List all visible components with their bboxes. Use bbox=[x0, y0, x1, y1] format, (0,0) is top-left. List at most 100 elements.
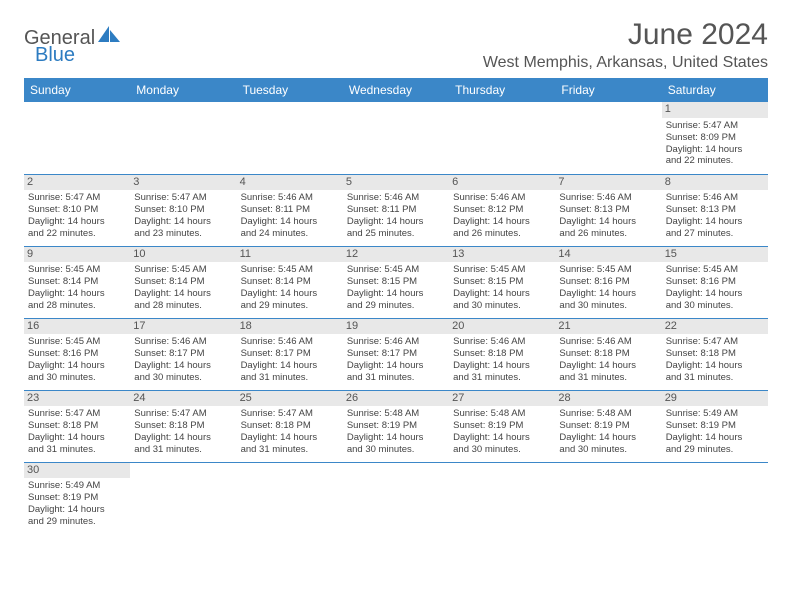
day-details: Sunrise: 5:45 AMSunset: 8:16 PMDaylight:… bbox=[559, 264, 657, 312]
calendar-cell bbox=[343, 102, 449, 174]
day-number bbox=[237, 463, 343, 479]
day-number: 18 bbox=[237, 319, 343, 335]
day-number bbox=[343, 463, 449, 479]
calendar-cell: 6Sunrise: 5:46 AMSunset: 8:12 PMDaylight… bbox=[449, 174, 555, 246]
day-details: Sunrise: 5:47 AMSunset: 8:10 PMDaylight:… bbox=[28, 192, 126, 240]
calendar-cell: 1 Sunrise: 5:47 AMSunset: 8:09 PMDaylight… bbox=[662, 102, 768, 174]
logo-sail-icon bbox=[98, 26, 120, 50]
calendar-cell bbox=[555, 102, 661, 174]
calendar-cell: 19Sunrise: 5:46 AMSunset: 8:17 PMDayligh… bbox=[343, 318, 449, 390]
weekday-header: Friday bbox=[555, 78, 661, 102]
day-details: Sunrise: 5:47 AMSunset: 8:18 PMDaylight:… bbox=[134, 408, 232, 456]
calendar-cell bbox=[662, 462, 768, 534]
day-details: Sunrise: 5:48 AMSunset: 8:19 PMDaylight:… bbox=[559, 408, 657, 456]
calendar-cell: 14Sunrise: 5:45 AMSunset: 8:16 PMDayligh… bbox=[555, 246, 661, 318]
header: General June 2024 West Memphis, Arkansas… bbox=[24, 18, 768, 72]
calendar-cell: 17Sunrise: 5:46 AMSunset: 8:17 PMDayligh… bbox=[130, 318, 236, 390]
calendar-cell: 30Sunrise: 5:49 AMSunset: 8:19 PMDayligh… bbox=[24, 462, 130, 534]
day-details: Sunrise: 5:49 AMSunset: 8:19 PMDaylight:… bbox=[28, 480, 126, 528]
day-details: Sunrise: 5:45 AMSunset: 8:15 PMDaylight:… bbox=[453, 264, 551, 312]
day-details: Sunrise: 5:46 AMSunset: 8:11 PMDaylight:… bbox=[241, 192, 339, 240]
calendar-cell: 28Sunrise: 5:48 AMSunset: 8:19 PMDayligh… bbox=[555, 390, 661, 462]
day-details: Sunrise: 5:47 AMSunset: 8:18 PMDaylight:… bbox=[28, 408, 126, 456]
day-details: Sunrise: 5:46 AMSunset: 8:18 PMDaylight:… bbox=[559, 336, 657, 384]
calendar-cell: 3Sunrise: 5:47 AMSunset: 8:10 PMDaylight… bbox=[130, 174, 236, 246]
day-details: Sunrise: 5:47 AMSunset: 8:18 PMDaylight:… bbox=[666, 336, 764, 384]
day-number: 10 bbox=[130, 247, 236, 263]
calendar-cell: 16Sunrise: 5:45 AMSunset: 8:16 PMDayligh… bbox=[24, 318, 130, 390]
day-number: 5 bbox=[343, 175, 449, 191]
calendar-cell bbox=[237, 102, 343, 174]
logo-text-blue: Blue bbox=[35, 44, 75, 67]
calendar-body: 1 Sunrise: 5:47 AMSunset: 8:09 PMDaylight… bbox=[24, 102, 768, 534]
day-details: Sunrise: 5:48 AMSunset: 8:19 PMDaylight:… bbox=[347, 408, 445, 456]
day-details: Sunrise: 5:45 AMSunset: 8:14 PMDaylight:… bbox=[28, 264, 126, 312]
day-number: 29 bbox=[662, 391, 768, 407]
location-text: West Memphis, Arkansas, United States bbox=[483, 54, 768, 72]
day-number: 8 bbox=[662, 175, 768, 191]
day-details: Sunrise: 5:45 AMSunset: 8:14 PMDaylight:… bbox=[241, 264, 339, 312]
day-number: 30 bbox=[24, 463, 130, 479]
day-number: 11 bbox=[237, 247, 343, 263]
calendar-cell: 24Sunrise: 5:47 AMSunset: 8:18 PMDayligh… bbox=[130, 390, 236, 462]
weekday-header: Monday bbox=[130, 78, 236, 102]
day-number bbox=[130, 102, 236, 118]
day-number: 13 bbox=[449, 247, 555, 263]
day-number bbox=[662, 463, 768, 479]
calendar-cell: 10Sunrise: 5:45 AMSunset: 8:14 PMDayligh… bbox=[130, 246, 236, 318]
calendar-cell: 7Sunrise: 5:46 AMSunset: 8:13 PMDaylight… bbox=[555, 174, 661, 246]
calendar-cell: 21Sunrise: 5:46 AMSunset: 8:18 PMDayligh… bbox=[555, 318, 661, 390]
day-details: Sunrise: 5:47 AMSunset: 8:09 PMDaylight:… bbox=[666, 120, 764, 168]
calendar-cell: 2Sunrise: 5:47 AMSunset: 8:10 PMDaylight… bbox=[24, 174, 130, 246]
day-number: 6 bbox=[449, 175, 555, 191]
calendar-cell bbox=[130, 102, 236, 174]
day-number: 1 bbox=[662, 102, 768, 118]
day-number: 7 bbox=[555, 175, 661, 191]
day-number bbox=[449, 463, 555, 479]
calendar-header-row: SundayMondayTuesdayWednesdayThursdayFrid… bbox=[24, 78, 768, 102]
calendar-cell bbox=[237, 462, 343, 534]
day-details: Sunrise: 5:46 AMSunset: 8:13 PMDaylight:… bbox=[666, 192, 764, 240]
weekday-header: Sunday bbox=[24, 78, 130, 102]
day-number: 4 bbox=[237, 175, 343, 191]
day-number bbox=[555, 102, 661, 118]
day-number bbox=[237, 102, 343, 118]
day-details: Sunrise: 5:47 AMSunset: 8:10 PMDaylight:… bbox=[134, 192, 232, 240]
weekday-header: Wednesday bbox=[343, 78, 449, 102]
calendar-cell: 5Sunrise: 5:46 AMSunset: 8:11 PMDaylight… bbox=[343, 174, 449, 246]
day-number bbox=[343, 102, 449, 118]
calendar-cell: 25Sunrise: 5:47 AMSunset: 8:18 PMDayligh… bbox=[237, 390, 343, 462]
day-number: 22 bbox=[662, 319, 768, 335]
calendar-cell: 20Sunrise: 5:46 AMSunset: 8:18 PMDayligh… bbox=[449, 318, 555, 390]
calendar-cell: 8Sunrise: 5:46 AMSunset: 8:13 PMDaylight… bbox=[662, 174, 768, 246]
calendar-cell: 13Sunrise: 5:45 AMSunset: 8:15 PMDayligh… bbox=[449, 246, 555, 318]
weekday-header: Saturday bbox=[662, 78, 768, 102]
day-number: 15 bbox=[662, 247, 768, 263]
day-number: 27 bbox=[449, 391, 555, 407]
day-number: 2 bbox=[24, 175, 130, 191]
day-details: Sunrise: 5:45 AMSunset: 8:16 PMDaylight:… bbox=[28, 336, 126, 384]
day-details: Sunrise: 5:46 AMSunset: 8:17 PMDaylight:… bbox=[241, 336, 339, 384]
day-details: Sunrise: 5:46 AMSunset: 8:11 PMDaylight:… bbox=[347, 192, 445, 240]
day-number: 28 bbox=[555, 391, 661, 407]
day-number: 25 bbox=[237, 391, 343, 407]
day-number: 20 bbox=[449, 319, 555, 335]
day-number: 26 bbox=[343, 391, 449, 407]
day-details: Sunrise: 5:46 AMSunset: 8:13 PMDaylight:… bbox=[559, 192, 657, 240]
calendar-cell: 18Sunrise: 5:46 AMSunset: 8:17 PMDayligh… bbox=[237, 318, 343, 390]
day-number bbox=[449, 102, 555, 118]
calendar-cell: 15Sunrise: 5:45 AMSunset: 8:16 PMDayligh… bbox=[662, 246, 768, 318]
calendar-table: SundayMondayTuesdayWednesdayThursdayFrid… bbox=[24, 78, 768, 534]
calendar-cell: 4Sunrise: 5:46 AMSunset: 8:11 PMDaylight… bbox=[237, 174, 343, 246]
day-number: 16 bbox=[24, 319, 130, 335]
day-details: Sunrise: 5:47 AMSunset: 8:18 PMDaylight:… bbox=[241, 408, 339, 456]
month-title: June 2024 bbox=[483, 18, 768, 52]
day-details: Sunrise: 5:49 AMSunset: 8:19 PMDaylight:… bbox=[666, 408, 764, 456]
day-number: 3 bbox=[130, 175, 236, 191]
calendar-cell bbox=[555, 462, 661, 534]
day-number: 12 bbox=[343, 247, 449, 263]
day-number: 9 bbox=[24, 247, 130, 263]
day-details: Sunrise: 5:48 AMSunset: 8:19 PMDaylight:… bbox=[453, 408, 551, 456]
calendar-cell bbox=[343, 462, 449, 534]
calendar-cell: 22Sunrise: 5:47 AMSunset: 8:18 PMDayligh… bbox=[662, 318, 768, 390]
